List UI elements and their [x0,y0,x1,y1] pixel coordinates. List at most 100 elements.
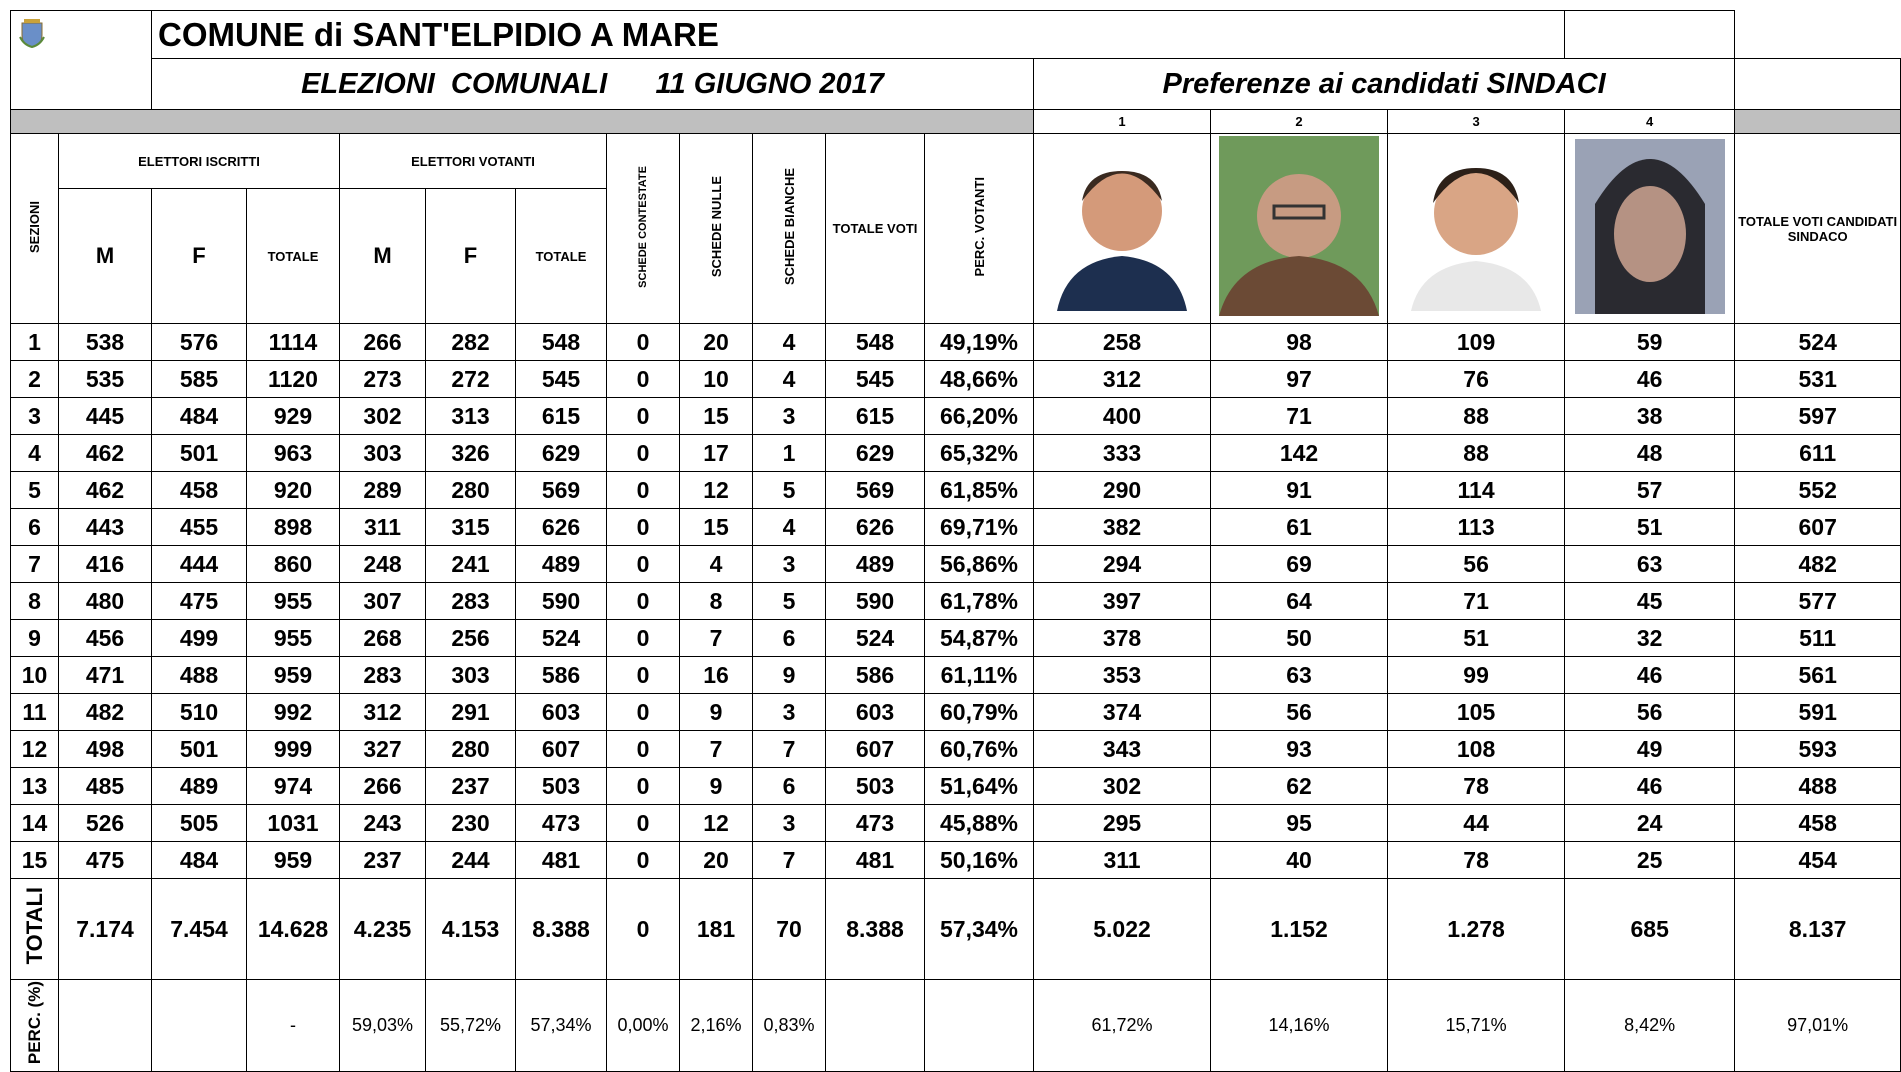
cell: 266 [340,768,426,805]
cell: 15,71% [1388,980,1565,1072]
cell: 20 [680,842,753,879]
cell: 590 [516,583,607,620]
cell: 9 [680,768,753,805]
section-number: 14 [11,805,59,842]
cell: 443 [59,509,152,546]
table-row: 945649995526825652407652454,87%378505132… [11,620,1901,657]
cell: 586 [826,657,925,694]
cell: 313 [426,398,516,435]
cell: 416 [59,546,152,583]
cell: 458 [1735,805,1901,842]
cell: 88 [1388,398,1565,435]
cell: 237 [426,768,516,805]
cell: 10 [680,361,753,398]
cell: 2,16% [680,980,753,1072]
cell: 499 [152,620,247,657]
cell: 488 [1735,768,1901,805]
cell: 20 [680,324,753,361]
cell: 56,86% [925,546,1034,583]
header: SCHEDE CONTESTATE [637,166,649,288]
section-number: 9 [11,620,59,657]
candidate-number: 3 [1388,110,1565,134]
cell: 0 [607,472,680,509]
section-number: 4 [11,435,59,472]
cell: 97 [1211,361,1388,398]
table-row: 4462501963303326629017162965,32%33314288… [11,435,1901,472]
cell: 4 [680,546,753,583]
cell: 538 [59,324,152,361]
cell: 3 [753,398,826,435]
cell: 963 [247,435,340,472]
cell: 524 [826,620,925,657]
section-number: 2 [11,361,59,398]
header: M [340,189,426,324]
cell: 501 [152,731,247,768]
cell: 93 [1211,731,1388,768]
candidate-photo [1411,141,1541,311]
cell: 4.235 [340,879,426,980]
cell: 57 [1565,472,1735,509]
cell: 482 [59,694,152,731]
cell: 61 [1211,509,1388,546]
cell: 511 [1735,620,1901,657]
cell: 244 [426,842,516,879]
cell: 61,11% [925,657,1034,694]
cell: 959 [247,842,340,879]
cell: 63 [1211,657,1388,694]
cell: 99 [1388,657,1565,694]
cell: 462 [59,472,152,509]
cell: 62 [1211,768,1388,805]
cell: 0 [607,620,680,657]
cell: 49 [1565,731,1735,768]
logo [17,15,47,49]
table-row: 1348548997426623750309650351,64%30262784… [11,768,1901,805]
cell: 6 [753,620,826,657]
cell: 312 [1034,361,1211,398]
cell: 561 [1735,657,1901,694]
cell: 88 [1388,435,1565,472]
cell: 454 [1735,842,1901,879]
element: COMUNE di SANT'ELPIDIO A MARE ELEZIONI C… [11,11,1901,1072]
section-number: 3 [11,398,59,435]
section-number: 1 [11,324,59,361]
candidate-number: 2 [1211,110,1388,134]
cell: 65,32% [925,435,1034,472]
cell: 569 [826,472,925,509]
cell: 61,78% [925,583,1034,620]
table-row: 1148251099231229160309360360,79%37456105… [11,694,1901,731]
cell: 353 [1034,657,1211,694]
cell: 78 [1388,768,1565,805]
header: PERC. VOTANTI [972,177,987,276]
cell: 607 [516,731,607,768]
cell: 241 [426,546,516,583]
cell: 445 [59,398,152,435]
cell: 315 [426,509,516,546]
cell: 471 [59,657,152,694]
cell: 4 [753,324,826,361]
cell: 14.628 [247,879,340,980]
cell: 63 [1565,546,1735,583]
cell: 333 [1034,435,1211,472]
cell: 374 [1034,694,1211,731]
table-row: 6443455898311315626015462669,71%38261113… [11,509,1901,546]
cell: 473 [826,805,925,842]
cell: 615 [516,398,607,435]
cell: 108 [1388,731,1565,768]
section-number: 13 [11,768,59,805]
cell: 8.137 [1735,879,1901,980]
cell [1034,134,1211,324]
cell: 7 [680,620,753,657]
cell: 591 [1735,694,1901,731]
cell: 114 [1388,472,1565,509]
cell [152,980,247,1072]
cell [11,11,152,110]
element: 1 2 3 4 [11,110,1901,134]
cell: 273 [340,361,426,398]
cell: 64 [1211,583,1388,620]
cell: 283 [426,583,516,620]
cell: 629 [516,435,607,472]
cell: 959 [247,657,340,694]
cell: 69 [1211,546,1388,583]
cell: 0 [607,509,680,546]
